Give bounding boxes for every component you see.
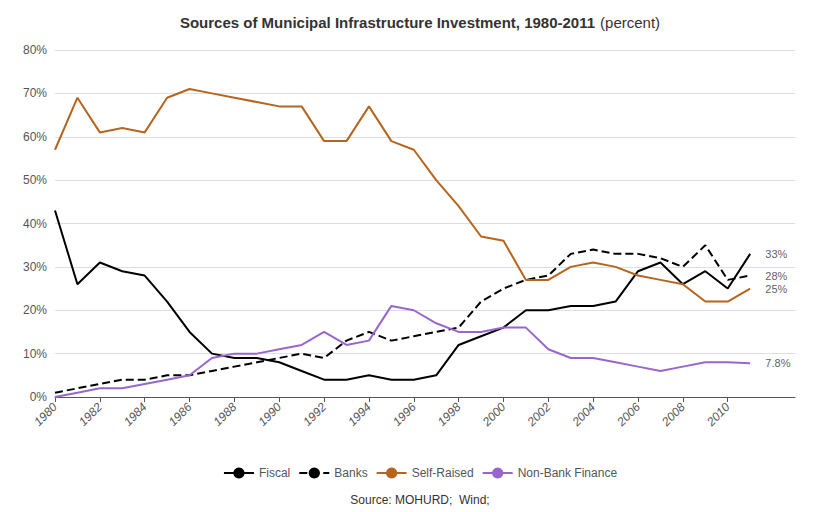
svg-text:Banks: Banks: [334, 466, 367, 480]
svg-text:(percent): (percent): [600, 14, 660, 31]
svg-text:33%: 33%: [765, 248, 787, 260]
svg-text:20%: 20%: [23, 303, 47, 317]
svg-text:0%: 0%: [30, 390, 48, 404]
svg-text:2010: 2010: [703, 400, 733, 430]
svg-text:60%: 60%: [23, 130, 47, 144]
svg-text:10%: 10%: [23, 347, 47, 361]
svg-text:25%: 25%: [765, 283, 787, 295]
svg-text:2004: 2004: [569, 400, 599, 430]
svg-text:Fiscal: Fiscal: [259, 466, 290, 480]
svg-text:2006: 2006: [614, 400, 644, 430]
svg-text:1980: 1980: [31, 400, 60, 429]
svg-text:1988: 1988: [211, 400, 240, 429]
svg-text:2008: 2008: [658, 400, 688, 430]
svg-text:Source: MOHURD; Wind;: Source: MOHURD; Wind;: [350, 493, 489, 507]
svg-text:50%: 50%: [23, 173, 47, 187]
svg-text:Self-Raised: Self-Raised: [412, 466, 474, 480]
svg-text:Sources of Municipal Infrastru: Sources of Municipal Infrastructure Inve…: [180, 14, 595, 31]
svg-text:1992: 1992: [300, 400, 329, 429]
svg-text:1990: 1990: [255, 400, 284, 429]
svg-text:30%: 30%: [23, 260, 47, 274]
svg-text:1994: 1994: [345, 400, 374, 429]
svg-text:1996: 1996: [390, 400, 419, 429]
svg-text:40%: 40%: [23, 217, 47, 231]
svg-text:7.8%: 7.8%: [765, 357, 790, 369]
svg-text:1984: 1984: [121, 400, 150, 429]
svg-text:Non-Bank Finance: Non-Bank Finance: [518, 466, 618, 480]
svg-text:2002: 2002: [524, 400, 554, 430]
svg-text:1982: 1982: [76, 400, 105, 429]
svg-text:1986: 1986: [166, 400, 195, 429]
svg-text:1998: 1998: [435, 400, 464, 429]
svg-text:28%: 28%: [765, 270, 787, 282]
svg-text:2000: 2000: [479, 400, 509, 430]
svg-text:70%: 70%: [23, 86, 47, 100]
svg-text:80%: 80%: [23, 43, 47, 57]
